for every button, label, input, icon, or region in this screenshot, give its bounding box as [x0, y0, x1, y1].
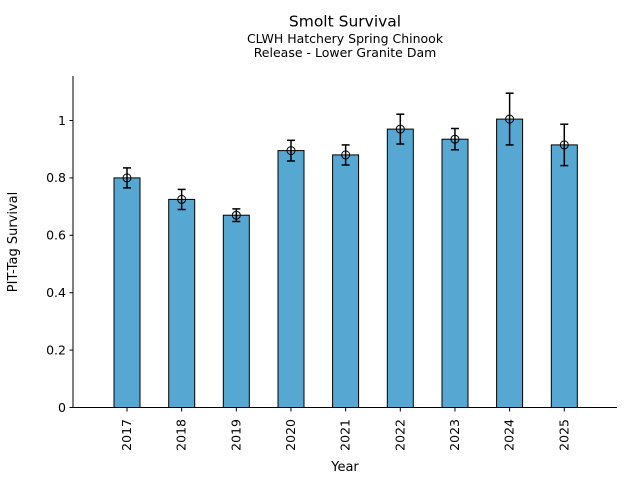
chart-title: Smolt Survival [289, 13, 401, 31]
marker-open-circle-2021 [341, 150, 351, 160]
bar-2020 [277, 150, 305, 408]
bar-2022 [386, 128, 414, 408]
y-tick-label-0.8: 0.8 [46, 170, 66, 185]
x-tick-label-2021: 2021 [338, 419, 353, 451]
x-tick-label-2019: 2019 [228, 419, 243, 451]
bar-2023 [441, 138, 469, 408]
x-tick-label-2018: 2018 [174, 419, 189, 451]
marker-open-circle-2024 [505, 114, 515, 124]
chart-subtitle-line2: Release - Lower Granite Dam [254, 45, 437, 60]
plot-area: 0 0.2 0.4 0.6 0.8 1 2017 2018 2019 2020 2021 2022 20… [46, 76, 617, 451]
y-axis-label: PIT-Tag Survival [6, 192, 21, 292]
x-axis-label: Year [330, 460, 359, 475]
marker-open-circle-2017 [122, 173, 132, 183]
y-tick-label-0.2: 0.2 [46, 342, 66, 357]
bar-2021 [332, 154, 360, 408]
marker-open-circle-2020 [286, 146, 296, 156]
bar-2018 [168, 198, 196, 408]
x-tick-label-2023: 2023 [447, 419, 462, 451]
x-tick-label-2025: 2025 [556, 419, 571, 451]
x-tick-label-2024: 2024 [502, 419, 517, 451]
bar-2025 [550, 144, 578, 408]
marker-open-circle-2019 [231, 210, 241, 220]
marker-open-circle-2023 [450, 134, 460, 144]
marker-open-circle-2018 [177, 194, 187, 204]
x-tick-label-2022: 2022 [392, 419, 407, 451]
y-tick-label-0.4: 0.4 [46, 285, 66, 300]
bar-2024 [496, 118, 524, 408]
marker-open-circle-2022 [395, 124, 405, 134]
y-tick-label-0: 0 [58, 400, 66, 415]
x-tick-label-2017: 2017 [119, 419, 134, 451]
bar-2017 [113, 177, 141, 408]
chart-subtitle-line1: CLWH Hatchery Spring Chinook [247, 31, 444, 46]
y-tick-label-1: 1 [58, 113, 66, 128]
marker-open-circle-2025 [559, 140, 569, 150]
x-tick-label-2020: 2020 [283, 419, 298, 451]
y-tick-label-0.6: 0.6 [46, 228, 66, 243]
bar-2019 [222, 214, 250, 408]
